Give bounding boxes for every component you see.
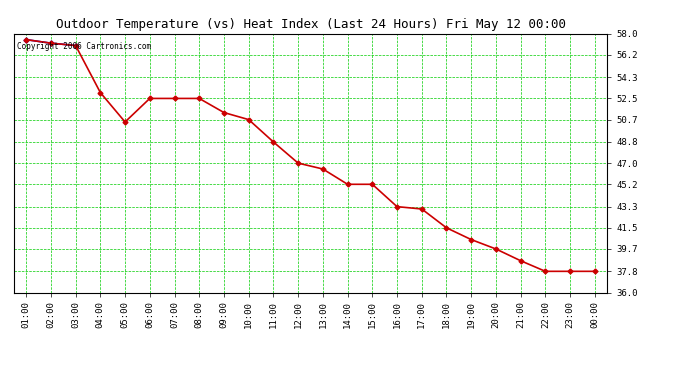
Title: Outdoor Temperature (vs) Heat Index (Last 24 Hours) Fri May 12 00:00: Outdoor Temperature (vs) Heat Index (Las… — [55, 18, 566, 31]
Text: Copyright 2006 Cartronics.com: Copyright 2006 Cartronics.com — [17, 42, 151, 51]
